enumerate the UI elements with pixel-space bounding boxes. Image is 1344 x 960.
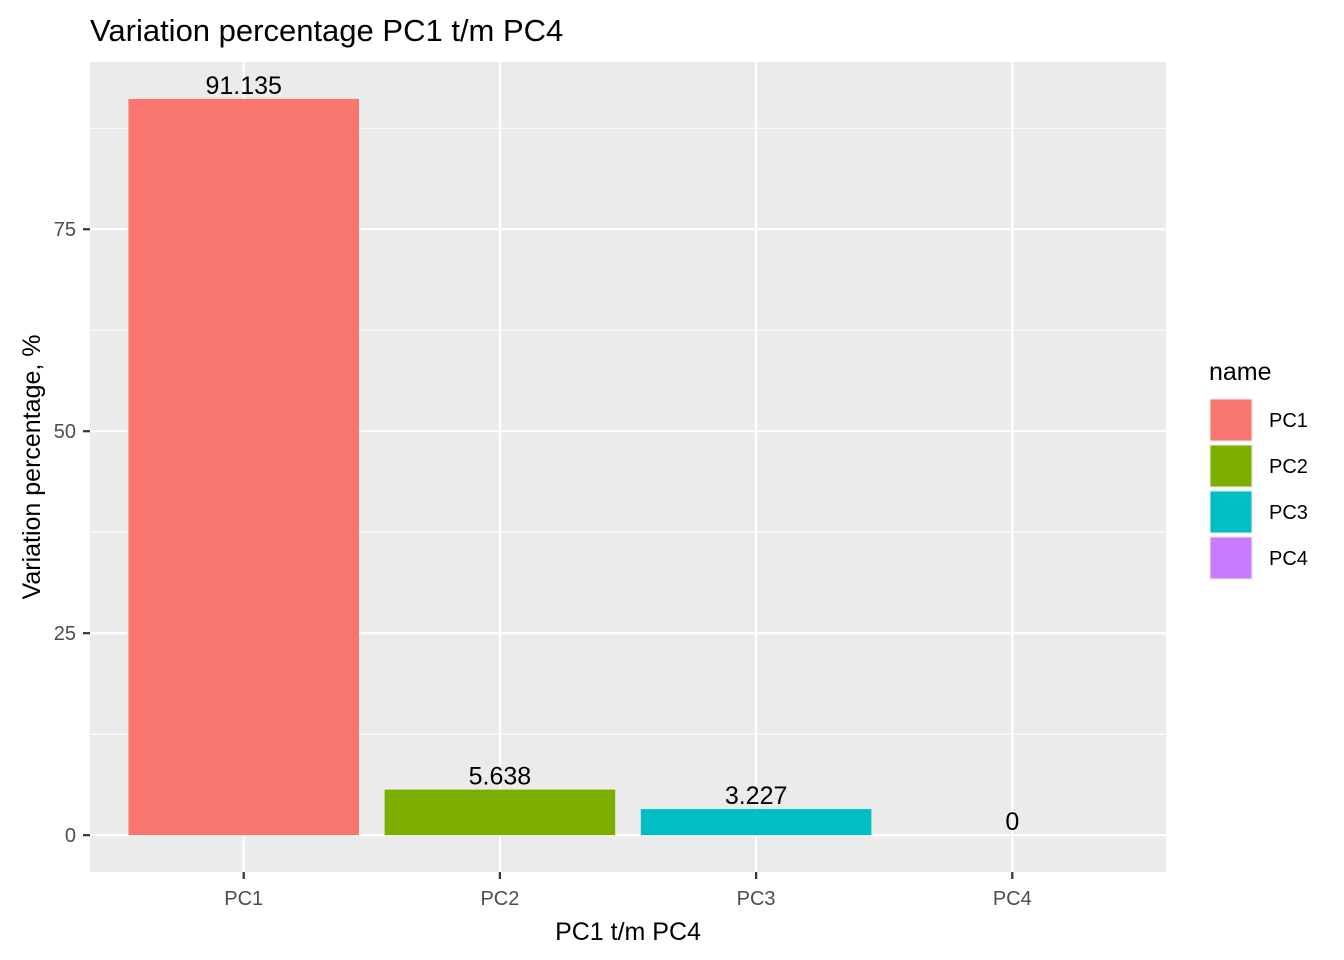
y-tick-label: 75: [54, 219, 76, 241]
legend-key-pc3: [1210, 491, 1252, 533]
x-axis-title: PC1 t/m PC4: [555, 918, 701, 946]
legend-key-pc2: [1210, 445, 1252, 487]
y-tick-label: 0: [65, 825, 76, 847]
legend-key-pc1: [1210, 399, 1252, 441]
legend-label-pc1: PC1: [1269, 410, 1308, 432]
legend-label-pc3: PC3: [1269, 502, 1308, 524]
legend-label-pc4: PC4: [1269, 548, 1308, 570]
bars: [128, 98, 872, 836]
y-tick-label: 25: [54, 623, 76, 645]
y-axis: 0 25 50 75: [54, 219, 90, 847]
data-label-pc3: 3.227: [725, 782, 788, 810]
legend-label-pc2: PC2: [1269, 456, 1308, 478]
legend-key-pc4: [1210, 537, 1252, 579]
bar-pc1: [128, 98, 359, 836]
bar-pc2: [384, 789, 616, 836]
y-axis-title: Variation percentage, %: [18, 335, 46, 600]
legend-title: name: [1209, 358, 1272, 386]
y-tick-label: 50: [54, 421, 76, 443]
chart-title: Variation percentage PC1 t/m PC4: [90, 13, 563, 48]
data-label-pc4: 0: [1005, 808, 1019, 836]
bar-pc3: [640, 809, 872, 836]
x-tick-label-pc2: PC2: [480, 888, 519, 910]
data-label-pc1: 91.135: [205, 72, 281, 100]
x-tick-label-pc3: PC3: [737, 888, 776, 910]
x-axis: PC1 PC2 PC3 PC4: [224, 872, 1032, 910]
x-tick-label-pc1: PC1: [224, 888, 263, 910]
data-labels: 91.135 5.638 3.227 0: [205, 72, 1019, 836]
data-label-pc2: 5.638: [469, 763, 532, 791]
legend: name PC1 PC2 PC3 PC4: [1209, 358, 1308, 580]
x-tick-label-pc4: PC4: [993, 888, 1032, 910]
